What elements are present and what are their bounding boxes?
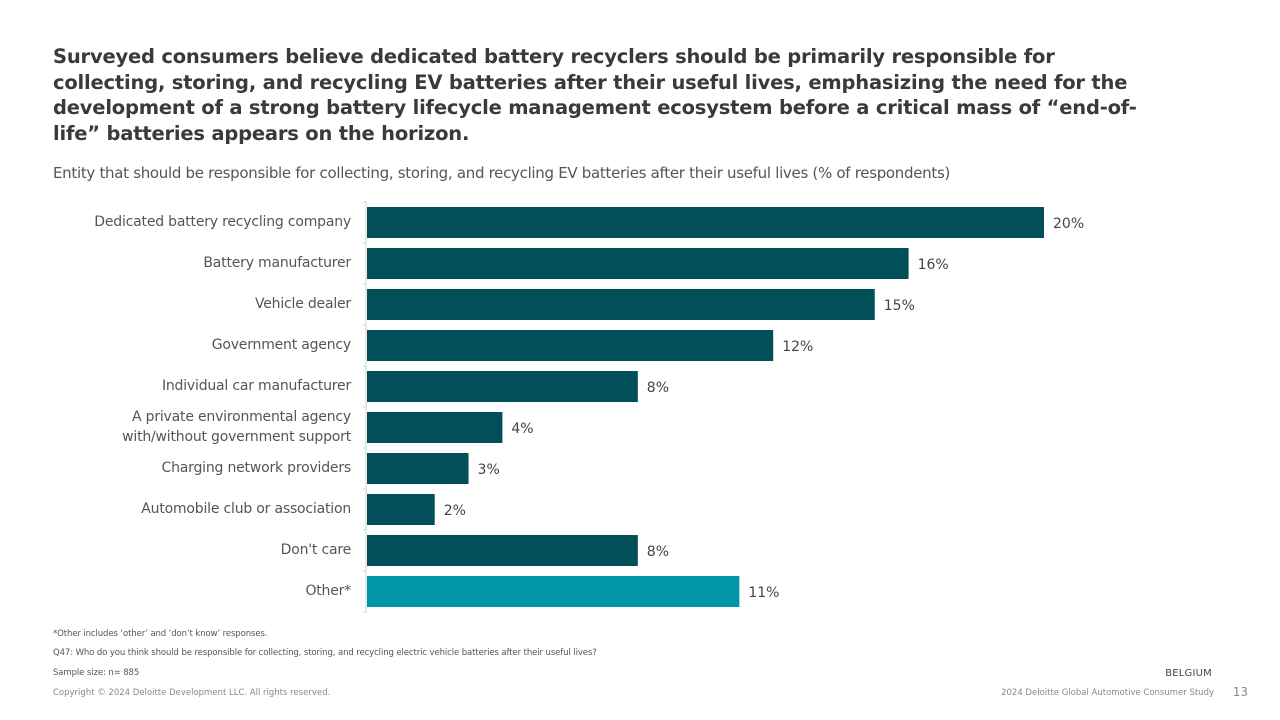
category-label-line: A private environmental agency <box>132 408 351 425</box>
category-label-line: Automobile club or association <box>141 500 351 517</box>
category-label-7: Automobile club or association <box>51 499 351 519</box>
category-label-line: with/without government support <box>122 428 351 445</box>
category-label-line: Charging network providers <box>161 459 352 476</box>
bar-5 <box>367 412 503 443</box>
value-label-6: 3% <box>477 461 500 478</box>
bar-8 <box>367 535 638 566</box>
bar-2 <box>367 289 875 320</box>
category-label-line: Individual car manufacturer <box>161 377 351 394</box>
bar-0 <box>367 207 1044 238</box>
bar-9 <box>367 576 740 607</box>
bar-4 <box>367 371 638 402</box>
category-label-2: Vehicle dealer <box>51 294 351 314</box>
value-label-7: 2% <box>443 502 466 519</box>
category-label-4: Individual car manufacturer <box>51 376 351 396</box>
value-label-8: 8% <box>646 543 670 560</box>
study-name: 2024 Deloitte Global Automotive Consumer… <box>1001 688 1214 698</box>
bar-7 <box>367 494 435 525</box>
value-label-3: 12% <box>782 338 814 355</box>
category-label-5: A private environmental agency with/witho… <box>51 407 351 447</box>
value-label-4: 8% <box>646 379 670 396</box>
value-label-2: 15% <box>883 297 915 314</box>
category-label-line: Don't care <box>280 541 352 558</box>
value-label-1: 16% <box>917 256 949 273</box>
bar-6 <box>367 453 469 484</box>
country-label: BELGIUM <box>1165 668 1212 679</box>
bar-1 <box>367 248 909 279</box>
footnote-question: Q47: Who do you think should be responsi… <box>53 648 597 658</box>
category-label-line: Battery manufacturer <box>203 254 351 271</box>
slide-title: Surveyed consumers believe dedicated bat… <box>53 45 1137 145</box>
footnote-sample-size: Sample size: n= 885 <box>53 668 140 678</box>
value-label-9: 11% <box>748 584 780 601</box>
category-label-line: Government agency <box>211 336 351 353</box>
category-label-9: Other* <box>51 581 351 601</box>
category-label-8: Don't care <box>51 540 352 560</box>
category-label-line: Other* <box>305 582 351 599</box>
bar-3 <box>367 330 774 361</box>
category-label-6: Charging network providers <box>51 458 352 478</box>
category-label-1: Battery manufacturer <box>51 253 351 273</box>
page-number: 13 <box>1232 685 1248 699</box>
value-label-0: 20% <box>1053 215 1085 232</box>
category-label-0: Dedicated battery recycling company <box>51 212 351 232</box>
value-label-5: 4% <box>511 420 534 437</box>
category-label-3: Government agency <box>51 335 351 355</box>
category-label-line: Dedicated battery recycling company <box>94 213 351 230</box>
category-label-line: Vehicle dealer <box>254 295 351 312</box>
footnote-other: *Other includes ‘other’ and ‘don’t know’… <box>53 629 268 639</box>
chart-subtitle: Entity that should be responsible for co… <box>53 164 951 182</box>
copyright-text: Copyright © 2024 Deloitte Development LL… <box>53 688 331 698</box>
